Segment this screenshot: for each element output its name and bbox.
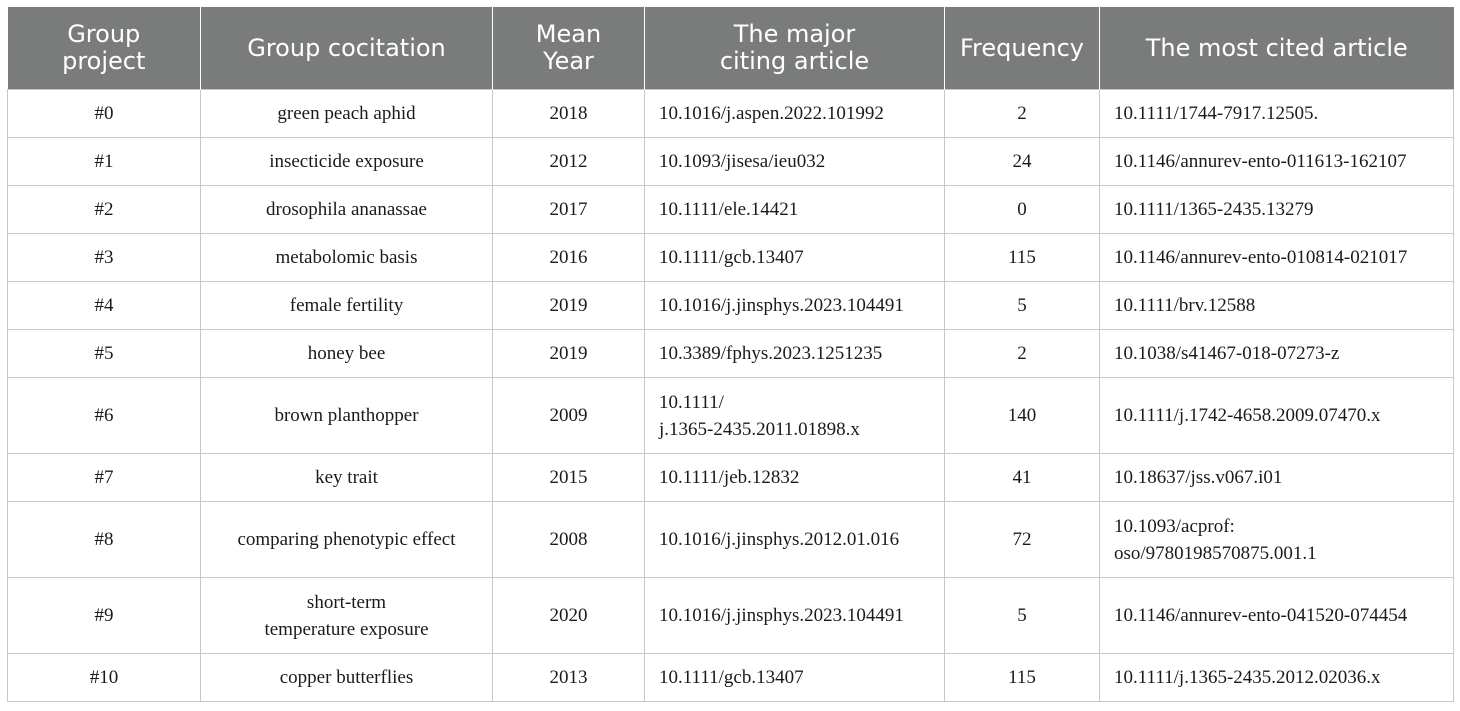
cell-major-citing-article: 10.1111/jeb.12832 [644,453,945,502]
table-row: #5 honey bee 2019 10.3389/fphys.2023.125… [7,329,1454,378]
cell-mean-year: 2012 [492,137,645,186]
cell-group-cocitation: comparing phenotypic effect [200,501,493,578]
cell-group-project: #8 [7,501,201,578]
cocitation-table: Group project Group cocitation Mean Year… [7,7,1454,702]
cell-group-project: #7 [7,453,201,502]
cell-most-cited-article: 10.1038/s41467-018-07273-z [1099,329,1454,378]
cell-group-project: #1 [7,137,201,186]
header-frequency: Frequency [944,7,1100,90]
cell-most-cited-article: 10.1146/annurev-ento-041520-074454 [1099,577,1454,654]
cell-major-citing-article: 10.1111/gcb.13407 [644,653,945,702]
cell-group-project: #6 [7,377,201,454]
cell-frequency: 115 [944,233,1100,282]
table-row: #9 short-term temperature exposure 2020 … [7,577,1454,654]
table-container: Group project Group cocitation Mean Year… [7,7,1454,702]
table-body: #0 green peach aphid 2018 10.1016/j.aspe… [7,89,1454,702]
cell-major-citing-article: 10.1016/j.aspen.2022.101992 [644,89,945,138]
header-major-citing-article: The major citing article [644,7,945,90]
cell-group-project: #10 [7,653,201,702]
cell-mean-year: 2009 [492,377,645,454]
cell-group-cocitation: short-term temperature exposure [200,577,493,654]
cell-mean-year: 2019 [492,281,645,330]
cell-most-cited-article: 10.1146/annurev-ento-011613-162107 [1099,137,1454,186]
cell-most-cited-article: 10.1111/j.1742-4658.2009.07470.x [1099,377,1454,454]
cell-frequency: 140 [944,377,1100,454]
cell-frequency: 2 [944,89,1100,138]
cell-frequency: 115 [944,653,1100,702]
table-row: #7 key trait 2015 10.1111/jeb.12832 41 1… [7,453,1454,502]
cell-group-cocitation: key trait [200,453,493,502]
cell-group-project: #5 [7,329,201,378]
cell-group-project: #4 [7,281,201,330]
cell-most-cited-article: 10.18637/jss.v067.i01 [1099,453,1454,502]
cell-group-project: #0 [7,89,201,138]
cell-frequency: 41 [944,453,1100,502]
table-header-row: Group project Group cocitation Mean Year… [7,7,1454,90]
cell-major-citing-article: 10.1111/ j.1365-2435.2011.01898.x [644,377,945,454]
cell-frequency: 5 [944,281,1100,330]
table-row: #3 metabolomic basis 2016 10.1111/gcb.13… [7,233,1454,282]
cell-frequency: 0 [944,185,1100,234]
cell-mean-year: 2020 [492,577,645,654]
cell-mean-year: 2015 [492,453,645,502]
cell-mean-year: 2018 [492,89,645,138]
cell-major-citing-article: 10.1111/gcb.13407 [644,233,945,282]
cell-mean-year: 2016 [492,233,645,282]
cell-major-citing-article: 10.1093/jisesa/ieu032 [644,137,945,186]
cell-mean-year: 2008 [492,501,645,578]
cell-most-cited-article: 10.1146/annurev-ento-010814-021017 [1099,233,1454,282]
table-row: #0 green peach aphid 2018 10.1016/j.aspe… [7,89,1454,138]
cell-group-cocitation: female fertility [200,281,493,330]
cell-major-citing-article: 10.1016/j.jinsphys.2023.104491 [644,577,945,654]
cell-major-citing-article: 10.1016/j.jinsphys.2012.01.016 [644,501,945,578]
table-row: #10 copper butterflies 2013 10.1111/gcb.… [7,653,1454,702]
cell-frequency: 24 [944,137,1100,186]
cell-group-cocitation: drosophila ananassae [200,185,493,234]
header-mean-year: Mean Year [492,7,645,90]
cell-mean-year: 2019 [492,329,645,378]
table-row: #2 drosophila ananassae 2017 10.1111/ele… [7,185,1454,234]
cell-frequency: 2 [944,329,1100,378]
cell-group-cocitation: brown planthopper [200,377,493,454]
cell-frequency: 72 [944,501,1100,578]
header-most-cited-article: The most cited article [1099,7,1454,90]
cell-group-cocitation: honey bee [200,329,493,378]
header-group-cocitation: Group cocitation [200,7,493,90]
cell-major-citing-article: 10.1111/ele.14421 [644,185,945,234]
cell-group-project: #3 [7,233,201,282]
cell-group-cocitation: metabolomic basis [200,233,493,282]
cell-most-cited-article: 10.1111/1744-7917.12505. [1099,89,1454,138]
cell-most-cited-article: 10.1111/j.1365-2435.2012.02036.x [1099,653,1454,702]
cell-group-project: #9 [7,577,201,654]
table-row: #6 brown planthopper 2009 10.1111/ j.136… [7,377,1454,454]
cell-frequency: 5 [944,577,1100,654]
cell-mean-year: 2017 [492,185,645,234]
cell-group-cocitation: insecticide exposure [200,137,493,186]
header-group-project: Group project [7,7,201,90]
cell-mean-year: 2013 [492,653,645,702]
cell-group-cocitation: green peach aphid [200,89,493,138]
cell-most-cited-article: 10.1093/acprof: oso/9780198570875.001.1 [1099,501,1454,578]
cell-group-cocitation: copper butterflies [200,653,493,702]
table-row: #8 comparing phenotypic effect 2008 10.1… [7,501,1454,578]
cell-group-project: #2 [7,185,201,234]
cell-most-cited-article: 10.1111/brv.12588 [1099,281,1454,330]
cell-major-citing-article: 10.1016/j.jinsphys.2023.104491 [644,281,945,330]
cell-major-citing-article: 10.3389/fphys.2023.1251235 [644,329,945,378]
cell-most-cited-article: 10.1111/1365-2435.13279 [1099,185,1454,234]
table-row: #4 female fertility 2019 10.1016/j.jinsp… [7,281,1454,330]
table-row: #1 insecticide exposure 2012 10.1093/jis… [7,137,1454,186]
